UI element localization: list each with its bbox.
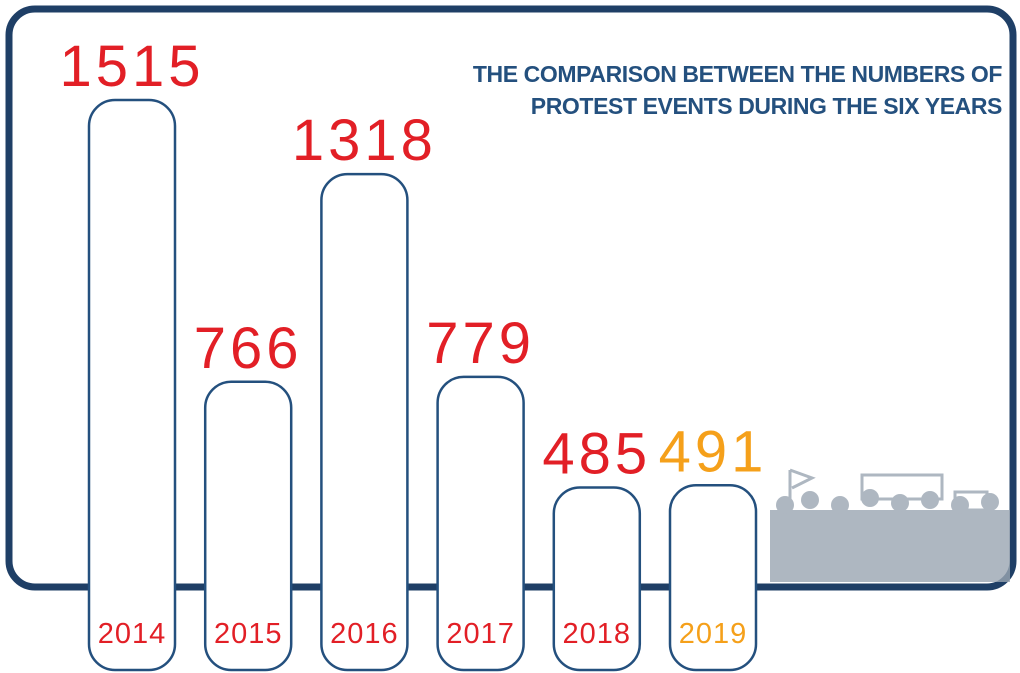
x-tick-label: 2018: [563, 618, 632, 650]
value-label: 779: [426, 311, 535, 376]
value-label: 1515: [59, 34, 204, 99]
x-tick-label: 2015: [214, 618, 283, 650]
x-tick-label: 2016: [330, 618, 399, 650]
x-tick-label: 2014: [98, 618, 167, 650]
bar: [87, 98, 177, 672]
value-label: 766: [194, 316, 303, 381]
bar: [203, 380, 293, 672]
value-label: 491: [659, 419, 768, 484]
bar: [320, 172, 409, 672]
value-label: 485: [542, 422, 651, 487]
value-label: 1318: [292, 108, 437, 173]
chart-title: THE COMPARISON BETWEEN THE NUMBERS OF PR…: [472, 61, 1003, 119]
bar: [436, 375, 525, 672]
x-tick-label: 2019: [679, 618, 748, 650]
bar: [668, 484, 758, 672]
bar: [552, 486, 642, 672]
crowd-silhouette: [770, 468, 1010, 582]
x-tick-label: 2017: [446, 618, 515, 650]
